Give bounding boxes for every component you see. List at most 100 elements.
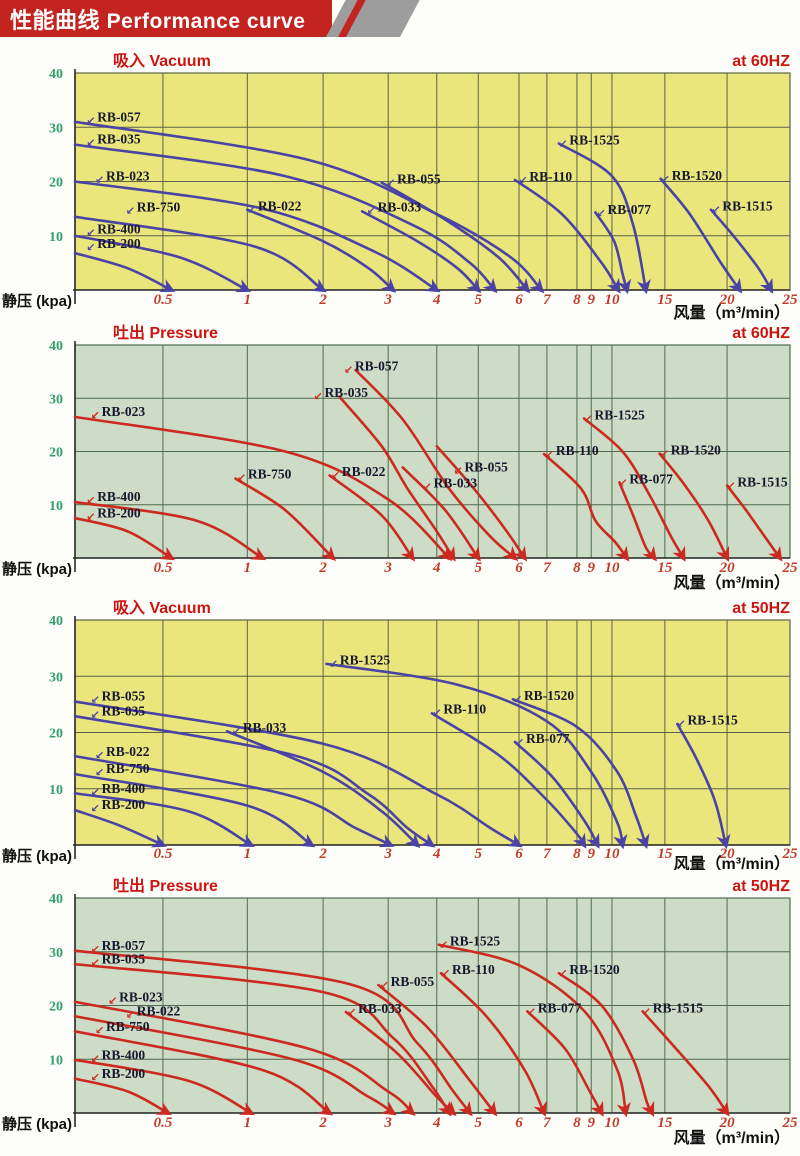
- x-tick-label: 8: [573, 846, 581, 862]
- curve-label-mark-RB-057: ↙: [344, 363, 353, 376]
- x-tick-label: 20: [719, 292, 736, 308]
- chart-title: 吸入 Vacuum: [113, 52, 211, 70]
- x-tick-label: 15: [657, 1115, 673, 1131]
- x-tick-label: 9: [587, 1115, 595, 1131]
- chart-vacuum-60hz: 吸入 Vacuum at 60HZ 40 30 20 10 0.5 1 2 3 4 5 6 7 8 9 10 15…: [2, 52, 798, 320]
- curve-RB-1520: [511, 698, 650, 850]
- curve-label-mark-RB-1520: ↙: [660, 448, 669, 461]
- curve-label-RB-022: RB-022: [137, 1003, 181, 1018]
- curve-label-mark-RB-400: ↙: [91, 1053, 100, 1066]
- x-tick-label: 3: [383, 292, 392, 308]
- curve-label-mark-RB-033: ↙: [347, 1006, 356, 1019]
- x-tick-label: 0.5: [154, 292, 173, 308]
- curve-RB-750: [73, 772, 316, 848]
- curve-label-RB-400: RB-400: [97, 489, 141, 504]
- curve-label-mark-RB-1515: ↙: [726, 479, 735, 492]
- curve-label-RB-057: RB-057: [355, 358, 399, 373]
- curve-RB-1525: [582, 417, 686, 562]
- y-axis-unit: 静压 (kpa): [2, 1115, 72, 1133]
- freq-label: at 60HZ: [732, 325, 790, 342]
- x-tick-label: 7: [543, 292, 551, 308]
- curve-label-mark-RB-033: ↙: [232, 725, 241, 738]
- curve-label-RB-023: RB-023: [102, 404, 146, 419]
- curve-label-mark-RB-1520: ↙: [661, 173, 670, 186]
- curve-label-mark-RB-200: ↙: [86, 241, 95, 254]
- curve-label-mark-RB-1515: ↙: [677, 717, 686, 730]
- curve-label-RB-077: RB-077: [538, 1000, 582, 1015]
- curve-label-RB-022: RB-022: [342, 464, 386, 479]
- y-tick-label: 20: [49, 727, 63, 742]
- curve-label-RB-1525: RB-1525: [595, 407, 645, 422]
- curve-label-mark-RB-077: ↙: [515, 736, 524, 749]
- x-tick-label: 2: [318, 560, 327, 576]
- curve-label-mark-RB-1515: ↙: [642, 1005, 651, 1018]
- curve-RB-033: [344, 1010, 457, 1116]
- curve-label-RB-200: RB-200: [97, 505, 141, 520]
- curve-label-mark-RB-022: ↙: [247, 204, 256, 217]
- curve-label-mark-RB-022: ↙: [95, 749, 104, 762]
- curve-label-RB-110: RB-110: [443, 702, 486, 717]
- curve-RB-1520: [557, 971, 655, 1117]
- chart-pressure-50hz: 吐出 Pressure at 50HZ 40 30 20 10 0.5 1 2 3 4 5 6 7 8 9 10…: [2, 876, 798, 1147]
- curve-RB-1520: [659, 177, 743, 294]
- curve-RB-023: [73, 1000, 416, 1116]
- curve-label-RB-055: RB-055: [391, 974, 435, 989]
- curve-RB-1515: [641, 1010, 730, 1117]
- curve-label-mark-RB-750: ↙: [95, 766, 104, 779]
- curve-label-RB-1520: RB-1520: [524, 688, 574, 703]
- curve-RB-077: [594, 211, 632, 295]
- curve-RB-110: [439, 971, 547, 1117]
- y-axis-unit: 静压 (kpa): [2, 560, 72, 578]
- curve-label-mark-RB-750: ↙: [95, 1024, 104, 1037]
- x-tick-label: 1: [244, 292, 252, 308]
- freq-label: at 60HZ: [732, 53, 790, 70]
- x-tick-label: 7: [543, 560, 551, 576]
- x-tick-label: 6: [515, 1115, 523, 1131]
- x-tick-label: 3: [383, 560, 392, 576]
- curve-label-mark-RB-110: ↙: [518, 174, 527, 187]
- curve-label-mark-RB-033: ↙: [367, 205, 376, 218]
- freq-label: at 50HZ: [732, 878, 790, 895]
- curve-label-mark-RB-1525: ↙: [439, 939, 448, 952]
- x-tick-label: 4: [432, 560, 441, 576]
- curve-label-mark-RB-055: ↙: [91, 694, 100, 707]
- curve-RB-033: [225, 730, 421, 848]
- curve-RB-200: [73, 1077, 172, 1116]
- curve-label-RB-1515: RB-1515: [688, 712, 738, 727]
- y-tick-label: 40: [49, 67, 63, 82]
- x-tick-label: 2: [318, 846, 327, 862]
- curve-RB-200: [73, 251, 176, 292]
- curve-label-mark-RB-057: ↙: [86, 115, 95, 128]
- x-tick-label: 9: [587, 846, 595, 862]
- curve-label-RB-110: RB-110: [556, 443, 599, 458]
- x-tick-label: 1: [244, 846, 252, 862]
- curve-RB-022: [246, 208, 397, 293]
- curve-label-RB-750: RB-750: [106, 1019, 150, 1034]
- curve-RB-033: [401, 466, 481, 562]
- x-axis-unit: 风量（m³/min）: [674, 1129, 790, 1147]
- y-tick-label: 10: [49, 1053, 63, 1068]
- curve-RB-200: [73, 516, 176, 561]
- x-tick-label: 10: [604, 846, 620, 862]
- y-tick-label: 30: [49, 946, 63, 961]
- curve-label-mark-RB-200: ↙: [86, 510, 95, 523]
- y-tick-label: 30: [49, 670, 63, 685]
- curve-label-mark-RB-400: ↙: [86, 226, 95, 239]
- x-tick-label: 5: [475, 292, 483, 308]
- x-tick-label: 8: [573, 1115, 581, 1131]
- x-tick-label: 15: [657, 846, 673, 862]
- curve-label-RB-035: RB-035: [102, 951, 146, 966]
- curve-label-RB-200: RB-200: [97, 236, 141, 251]
- x-tick-label: 6: [515, 560, 523, 576]
- curve-label-mark-RB-200: ↙: [91, 802, 100, 815]
- curve-label-RB-1520: RB-1520: [671, 443, 721, 458]
- curve-label-RB-1520: RB-1520: [672, 168, 722, 183]
- x-tick-label: 5: [475, 1115, 483, 1131]
- x-tick-label: 9: [587, 292, 595, 308]
- x-tick-label: 10: [604, 1115, 620, 1131]
- curve-RB-200: [73, 808, 167, 848]
- curve-label-mark-RB-1520: ↙: [513, 693, 522, 706]
- curve-label-mark-RB-055: ↙: [380, 979, 389, 992]
- curve-RB-035: [73, 143, 498, 294]
- curve-label-mark-RB-750: ↙: [237, 471, 246, 484]
